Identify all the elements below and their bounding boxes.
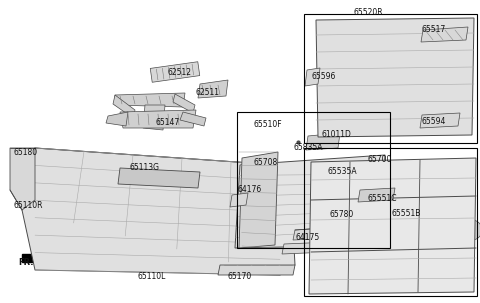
Polygon shape — [173, 94, 195, 113]
Text: 65170: 65170 — [228, 272, 252, 281]
Text: 65708: 65708 — [254, 158, 278, 167]
Polygon shape — [358, 188, 395, 202]
Polygon shape — [198, 80, 228, 98]
Polygon shape — [106, 112, 128, 126]
Circle shape — [174, 189, 186, 201]
Polygon shape — [239, 152, 278, 248]
Bar — [304, 14, 477, 143]
Bar — [304, 148, 477, 296]
Text: 65517: 65517 — [422, 25, 446, 34]
Text: 65520R: 65520R — [354, 8, 384, 17]
Polygon shape — [150, 62, 200, 82]
Text: 65113G: 65113G — [130, 163, 160, 172]
Text: 62511: 62511 — [196, 88, 220, 97]
Ellipse shape — [391, 258, 409, 272]
Polygon shape — [22, 254, 36, 262]
Circle shape — [462, 220, 480, 240]
Text: 65510F: 65510F — [253, 120, 282, 129]
Text: 65700: 65700 — [367, 155, 391, 164]
Text: 65594: 65594 — [421, 117, 445, 126]
Text: 65551B: 65551B — [392, 209, 421, 218]
Ellipse shape — [356, 258, 374, 272]
Ellipse shape — [388, 50, 412, 70]
Ellipse shape — [285, 183, 305, 197]
Polygon shape — [32, 254, 40, 262]
Circle shape — [332, 167, 348, 183]
Circle shape — [326, 271, 344, 289]
Polygon shape — [230, 193, 248, 207]
Polygon shape — [306, 133, 340, 150]
Circle shape — [74, 184, 86, 196]
Polygon shape — [316, 18, 474, 137]
Polygon shape — [22, 148, 295, 275]
Polygon shape — [305, 68, 320, 86]
Polygon shape — [120, 110, 196, 128]
Circle shape — [224, 189, 236, 201]
Text: 65110R: 65110R — [14, 201, 44, 210]
Ellipse shape — [306, 209, 324, 221]
Text: 65180: 65180 — [14, 148, 38, 157]
Polygon shape — [113, 95, 135, 118]
Text: 61011D: 61011D — [322, 130, 352, 139]
Polygon shape — [180, 112, 206, 126]
Polygon shape — [143, 105, 165, 130]
Text: 64175: 64175 — [296, 233, 320, 242]
Polygon shape — [10, 148, 35, 210]
Text: 65147: 65147 — [155, 118, 179, 127]
Text: 65110L: 65110L — [138, 272, 167, 281]
Circle shape — [422, 164, 438, 180]
Ellipse shape — [370, 86, 390, 104]
Polygon shape — [420, 113, 460, 128]
Polygon shape — [118, 168, 200, 188]
Polygon shape — [421, 27, 468, 42]
Polygon shape — [218, 265, 295, 275]
Circle shape — [426, 268, 444, 286]
Circle shape — [124, 189, 136, 201]
Text: 65551C: 65551C — [367, 194, 396, 203]
Polygon shape — [115, 93, 185, 107]
Polygon shape — [309, 158, 476, 294]
Text: 64176: 64176 — [237, 185, 261, 194]
Text: 65535A: 65535A — [327, 167, 357, 176]
Polygon shape — [282, 242, 332, 254]
Text: 65835A: 65835A — [293, 143, 323, 152]
Text: 62512: 62512 — [168, 68, 192, 77]
Polygon shape — [293, 225, 368, 240]
Text: 65780: 65780 — [329, 210, 353, 219]
Ellipse shape — [391, 218, 409, 232]
Ellipse shape — [356, 218, 374, 232]
Text: 65596: 65596 — [311, 72, 336, 81]
Bar — [237, 112, 390, 248]
Ellipse shape — [356, 64, 384, 86]
Polygon shape — [235, 155, 385, 248]
Text: FR.: FR. — [18, 258, 34, 267]
